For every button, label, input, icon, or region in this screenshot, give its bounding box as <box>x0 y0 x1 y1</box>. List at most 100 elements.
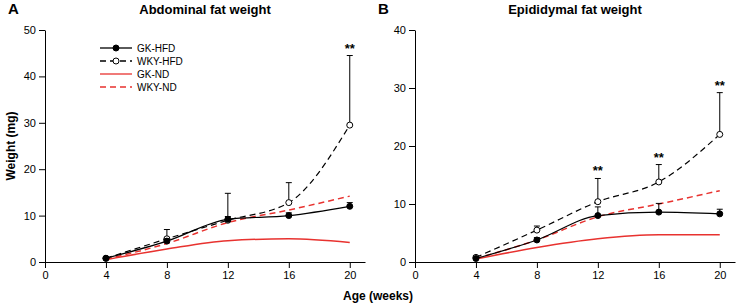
x-tick: 0 <box>42 262 48 281</box>
series-line <box>476 235 720 259</box>
x-tick-label: 12 <box>592 269 604 281</box>
marker <box>225 217 231 223</box>
y-tick: 10 <box>24 210 45 222</box>
y-axis-title: Weight (mg) <box>4 111 18 180</box>
error-bar-cap <box>164 229 170 230</box>
y-tick: 40 <box>394 24 415 36</box>
annotation: ** <box>593 163 604 178</box>
y-axis: 01020304050 <box>24 24 46 268</box>
error-bar-stem <box>719 93 720 135</box>
y-tick-mark <box>409 30 415 31</box>
y-tick-mark <box>39 123 45 124</box>
y-tick-label: 20 <box>394 140 406 152</box>
y-tick-label: 0 <box>400 256 406 268</box>
error-bar-cap <box>595 206 601 207</box>
series-line <box>476 212 720 258</box>
legend-label: WKY-HFD <box>137 56 183 67</box>
x-axis-line <box>46 262 366 263</box>
y-tick-mark <box>409 88 415 89</box>
x-tick: 4 <box>103 262 109 281</box>
x-tick-label: 4 <box>473 269 479 281</box>
panel-0: AAbdominal fat weight0481216200102030405… <box>4 0 413 303</box>
x-axis: 048121620 <box>42 262 365 281</box>
plot-data <box>103 56 353 262</box>
x-tick: 8 <box>534 262 540 281</box>
series-line <box>106 239 350 260</box>
x-tick-label: 0 <box>412 269 418 281</box>
error-bar-cap <box>534 226 540 227</box>
legend-label: WKY-ND <box>137 82 177 93</box>
x-tick: 12 <box>222 262 234 281</box>
y-tick: 50 <box>24 24 45 36</box>
y-tick-label: 40 <box>24 70 36 82</box>
legend: GK-HFDWKY-HFDGK-NDWKY-ND <box>100 43 183 93</box>
error-bar-cap <box>717 209 723 210</box>
panel-1: BEpididymal fat weight048121620010203040… <box>378 0 736 281</box>
x-tick: 4 <box>473 262 479 281</box>
y-tick-label: 30 <box>24 117 36 129</box>
x-tick: 8 <box>164 262 170 281</box>
x-tick-mark <box>415 262 416 268</box>
panel-label: A <box>8 0 19 17</box>
y-tick-mark <box>39 216 45 217</box>
x-tick-mark <box>228 262 229 268</box>
marker <box>225 216 231 222</box>
y-tick-mark <box>409 262 415 263</box>
y-tick: 10 <box>394 198 415 210</box>
y-tick-label: 50 <box>24 24 36 36</box>
legend-marker <box>113 45 119 51</box>
x-tick-mark <box>476 262 477 268</box>
legend-entry: WKY-ND <box>100 82 177 93</box>
x-tick: 16 <box>653 262 665 281</box>
y-tick-mark <box>39 76 45 77</box>
x-tick: 20 <box>714 262 726 281</box>
series-line <box>476 134 720 257</box>
marker <box>656 209 662 215</box>
marker <box>717 131 723 137</box>
legend-swatch <box>100 73 132 74</box>
legend-marker <box>113 58 119 64</box>
x-tick: 16 <box>283 262 295 281</box>
x-tick-label: 8 <box>534 269 540 281</box>
x-tick-mark <box>350 262 351 268</box>
y-tick-mark <box>409 204 415 205</box>
x-tick-label: 12 <box>222 269 234 281</box>
legend-entry: GK-ND <box>100 69 169 80</box>
x-tick-label: 20 <box>714 269 726 281</box>
marker <box>595 199 601 205</box>
legend-label: GK-ND <box>137 69 169 80</box>
series-line <box>106 206 350 258</box>
y-tick: 0 <box>400 256 415 268</box>
x-tick-label: 0 <box>42 269 48 281</box>
y-tick-mark <box>39 262 45 263</box>
error-bar-cap <box>225 193 231 194</box>
marker <box>534 227 540 233</box>
y-tick-mark <box>39 169 45 170</box>
y-tick-mark <box>39 30 45 31</box>
marker <box>534 237 540 243</box>
y-tick-label: 10 <box>24 210 36 222</box>
y-tick: 30 <box>24 117 45 129</box>
x-tick: 0 <box>412 262 418 281</box>
error-bar-cap <box>286 182 292 183</box>
x-tick-label: 16 <box>283 269 295 281</box>
marker <box>656 179 662 185</box>
y-tick-label: 30 <box>394 82 406 94</box>
error-bar <box>347 56 353 126</box>
series-line <box>476 191 720 259</box>
marker <box>164 238 170 244</box>
y-axis-line <box>45 31 46 263</box>
y-tick-label: 40 <box>394 24 406 36</box>
x-tick-mark <box>720 262 721 268</box>
title: Abdominal fat weight <box>139 2 271 17</box>
marker <box>103 255 109 261</box>
plot-data <box>473 93 723 262</box>
x-tick-mark <box>45 262 46 268</box>
marker <box>473 256 479 262</box>
y-tick: 30 <box>394 82 415 94</box>
annotation: ** <box>715 78 726 93</box>
legend-swatch <box>100 86 132 87</box>
y-tick: 40 <box>24 70 45 82</box>
y-axis-line <box>415 31 416 263</box>
x-tick-label: 8 <box>164 269 170 281</box>
